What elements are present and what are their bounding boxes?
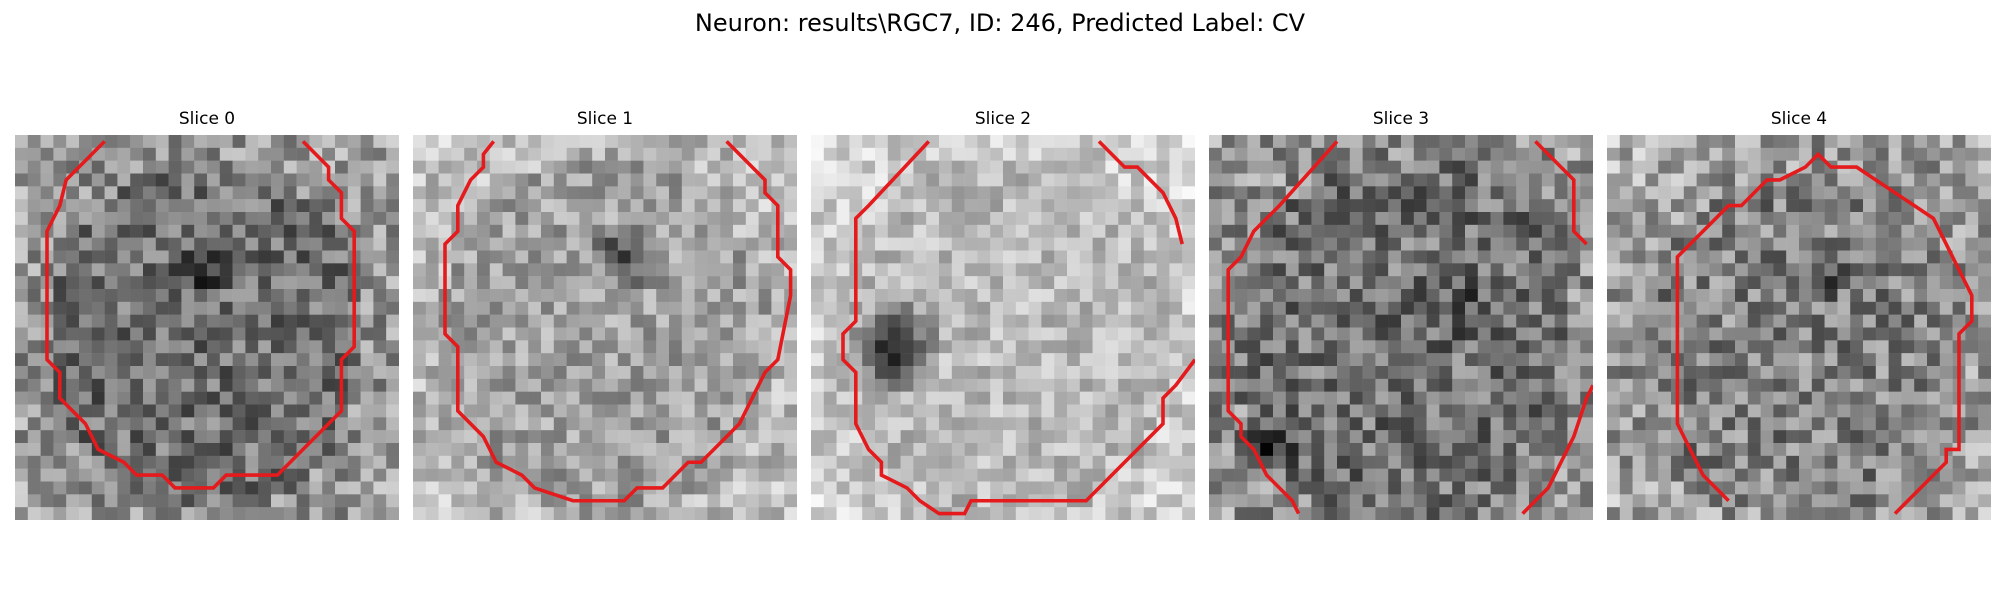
slice-panel-2: Slice 2 [811,108,1195,520]
slice-image [413,135,797,520]
slice-image [1209,135,1593,520]
slice-panel-4: Slice 4 [1607,108,1991,520]
slice-image [811,135,1195,520]
cell-contour [1534,140,1588,246]
slice-title: Slice 3 [1372,109,1430,129]
figure-title: Neuron: results\RGC7, ID: 246, Predicted… [694,9,1306,37]
pixel-grid [413,135,797,520]
slice-panel-0: Slice 0 [15,108,399,520]
slice-image [1607,135,1991,520]
cell-contour [1226,140,1339,515]
cell-contour [1675,151,1974,515]
slice-title: Slice 2 [974,109,1032,129]
cell-contour [1521,384,1593,515]
slice-title: Slice 1 [576,109,634,129]
pixel-grid [1209,135,1593,520]
cell-contour [1675,333,1730,503]
slice-title: Slice 0 [178,109,236,129]
slice-title: Slice 4 [1770,109,1828,129]
cell-contour [1097,140,1184,245]
slice-image [15,135,399,520]
pixel-grid [1607,135,1991,520]
slice-panel-3: Slice 3 [1209,108,1593,520]
slice-panel-1: Slice 1 [413,108,797,520]
pixel-grid [811,135,1195,520]
cell-contour [45,140,356,490]
cell-contour [443,140,793,503]
pixel-grid [15,135,399,520]
cell-contour [841,140,1195,516]
